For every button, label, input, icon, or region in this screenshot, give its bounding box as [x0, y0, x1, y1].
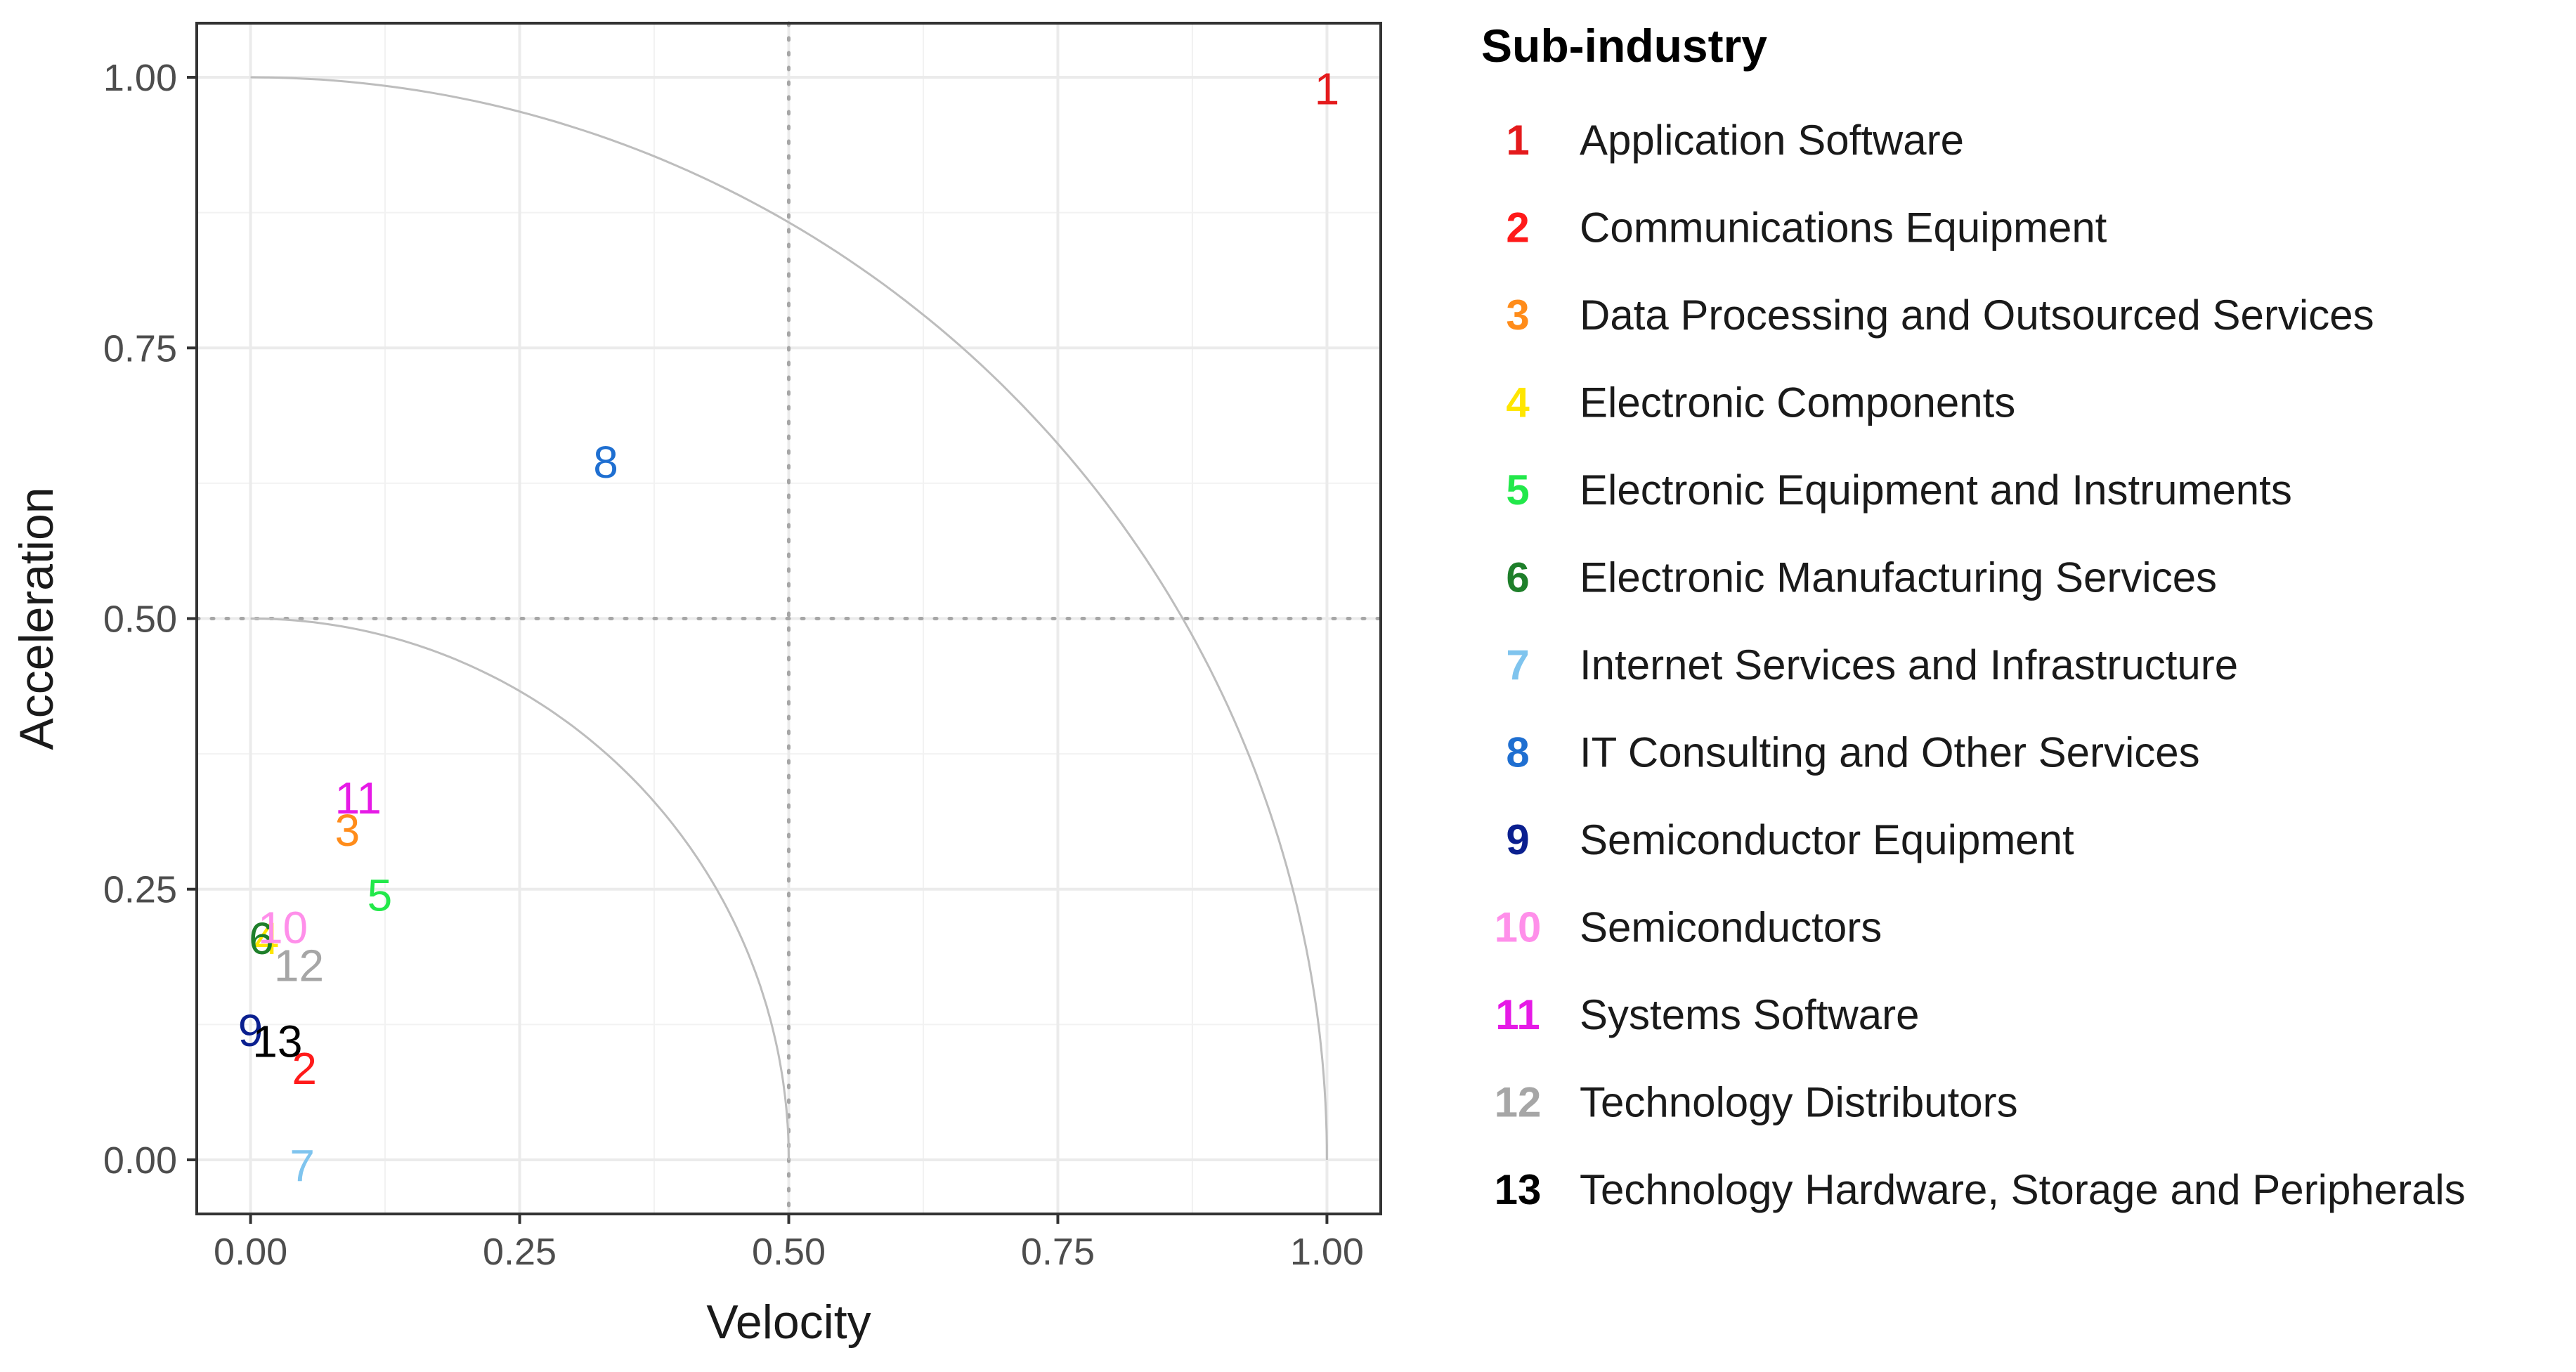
legend-item: 6 Electronic Manufacturing Services [1506, 554, 2217, 601]
legend-label: Systems Software [1580, 991, 1920, 1038]
reference-lines [195, 21, 1383, 1216]
legend-item: 2 Communications Equipment [1506, 204, 2107, 251]
legend-key: 7 [1506, 641, 1529, 688]
data-point-2: 2 [292, 1043, 317, 1094]
legend-label: Technology Distributors [1580, 1079, 2018, 1126]
legend-item: 9 Semiconductor Equipment [1506, 816, 2074, 863]
legend-item: 4 Electronic Components [1506, 379, 2015, 426]
legend-item: 7 Internet Services and Infrastructure [1506, 641, 2238, 688]
legend-label: IT Consulting and Other Services [1580, 729, 2200, 776]
legend-label: Communications Equipment [1580, 204, 2107, 251]
axis-ticks: 0.00 0.25 0.50 0.75 1.00 0.00 0.25 0.50 0.75 1.00 [103, 57, 1364, 1273]
x-tick-label: 0.50 [752, 1231, 826, 1273]
legend-key: 6 [1506, 554, 1529, 601]
data-point-7: 7 [290, 1141, 315, 1191]
x-tick-label: 1.00 [1290, 1231, 1364, 1273]
legend-item: 11 Systems Software [1495, 991, 1919, 1038]
legend-item: 10 Semiconductors [1495, 904, 1882, 951]
data-point-3: 3 [335, 805, 360, 856]
reference-arc [250, 76, 1328, 1161]
legend-key: 2 [1506, 204, 1529, 251]
x-axis-title: Velocity [706, 1295, 871, 1349]
data-point-13: 13 [252, 1016, 302, 1066]
legend-label: Internet Services and Infrastructure [1580, 641, 2238, 688]
legend-key: 3 [1506, 292, 1529, 339]
y-tick-label: 1.00 [103, 57, 177, 99]
legend-item: 1 Application Software [1506, 117, 1964, 164]
legend-label: Application Software [1580, 117, 1964, 164]
data-point-6: 6 [249, 913, 274, 964]
legend-key: 13 [1495, 1166, 1542, 1213]
legend-title: Sub-industry [1481, 20, 1767, 72]
legend-item: 3 Data Processing and Outsourced Services [1506, 292, 2374, 339]
data-point-9: 9 [238, 1005, 264, 1056]
data-point-8: 8 [593, 437, 618, 488]
legend-item: 5 Electronic Equipment and Instruments [1506, 466, 2292, 514]
legend-label: Semiconductor Equipment [1580, 816, 2074, 863]
legend-key: 1 [1506, 117, 1529, 164]
x-tick-label: 0.25 [483, 1231, 557, 1273]
data-point-4: 4 [254, 913, 280, 964]
reference-arc [250, 618, 790, 1161]
legend-label: Electronic Components [1580, 379, 2015, 426]
legend-key: 4 [1506, 379, 1530, 426]
legend-item: 8 IT Consulting and Other Services [1506, 729, 2199, 776]
data-point-12: 12 [274, 941, 324, 991]
y-axis-title: Acceleration [10, 487, 63, 750]
y-tick-label: 0.00 [103, 1139, 177, 1182]
data-point-1: 1 [1315, 63, 1340, 114]
legend-label: Data Processing and Outsourced Services [1580, 292, 2374, 339]
legend-key: 8 [1506, 729, 1529, 776]
legend-label: Semiconductors [1580, 904, 1882, 951]
y-tick-label: 0.50 [103, 599, 177, 641]
legend-key: 9 [1506, 816, 1529, 863]
legend-item: 13 Technology Hardware, Storage and Perip… [1495, 1166, 2466, 1213]
reference-arcs [250, 76, 1328, 1161]
data-point-5: 5 [367, 870, 393, 920]
x-tick-label: 0.00 [214, 1231, 287, 1273]
y-tick-label: 0.25 [103, 869, 177, 911]
legend-label: Technology Hardware, Storage and Periphe… [1580, 1166, 2466, 1213]
data-point-10: 10 [258, 903, 308, 953]
legend-key: 12 [1495, 1079, 1542, 1126]
legend-label: Electronic Equipment and Instruments [1580, 466, 2292, 514]
data-point-11: 11 [335, 773, 382, 823]
legend: 1 Application Software 2 Communications Equ… [1495, 117, 2466, 1213]
legend-key: 11 [1495, 991, 1540, 1038]
legend-item: 12 Technology Distributors [1495, 1079, 2018, 1126]
legend-key: 10 [1495, 904, 1542, 951]
legend-key: 5 [1506, 466, 1529, 514]
legend-label: Electronic Manufacturing Services [1580, 554, 2217, 601]
x-tick-label: 0.75 [1021, 1231, 1095, 1273]
y-tick-label: 0.75 [103, 327, 177, 370]
